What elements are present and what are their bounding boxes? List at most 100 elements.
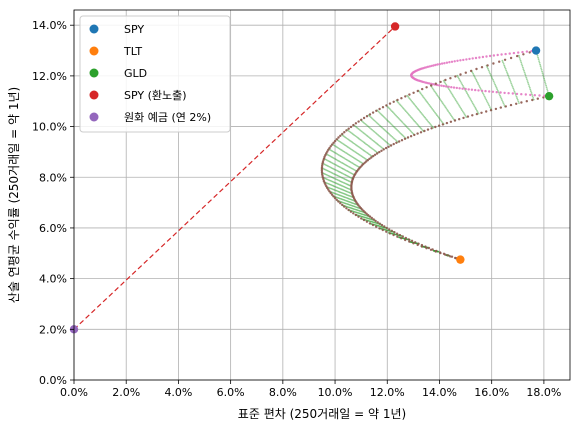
portfolio-point [489,74,492,76]
portfolio-point [377,143,379,146]
portfolio-point [368,217,370,220]
portfolio-point [341,149,343,152]
frontier-point [396,98,399,102]
portfolio-point [355,211,358,214]
legend-marker [89,112,99,122]
portfolio-point [543,79,546,82]
portfolio-point [470,99,473,102]
portfolio-point [327,179,330,181]
portfolio-point [403,123,406,126]
x-tick-label: 2.0% [112,386,140,399]
portfolio-point [344,163,346,166]
portfolio-point [367,144,370,147]
portfolio-point [431,125,434,128]
portfolio-point [342,156,345,159]
frontier-point [450,60,454,63]
frontier-point [321,173,324,176]
portfolio-point [326,169,329,172]
portfolio-point [442,79,445,82]
portfolio-point [542,74,544,76]
portfolio-point [522,68,525,71]
frontier-point [381,228,384,232]
portfolio-point [439,98,441,100]
portfolio-point [400,120,403,123]
frontier-point [512,51,516,55]
frontier-point [349,210,353,213]
portfolio-point [389,230,391,233]
portfolio-point [431,107,433,110]
portfolio-point [363,213,366,216]
portfolio-point [410,99,413,102]
portfolio-point [356,126,358,129]
portfolio-point [400,133,403,136]
legend-marker [89,68,99,78]
frontier-point [373,153,377,156]
frontier-point [466,115,470,118]
frontier-point [522,53,525,56]
portfolio-point [484,97,487,99]
portfolio-point [407,127,409,129]
portfolio-point [350,204,353,207]
portfolio-point [338,140,340,143]
portfolio-point [474,77,477,80]
portfolio-point [362,141,365,144]
portfolio-point [522,66,524,69]
frontier-point [322,179,326,183]
frontier-point [503,58,507,61]
portfolio-point [365,151,368,154]
frontier-point [339,134,342,137]
frontier-point [474,88,477,92]
portfolio-point [337,147,340,149]
frontier-point [408,240,411,243]
portfolio-point [439,119,442,122]
portfolio-point [375,133,378,135]
frontier-point [388,228,391,231]
portfolio-point [415,122,418,124]
portfolio-point [336,174,338,177]
portfolio-point [339,176,342,178]
portfolio-point [468,96,471,99]
frontier-point [474,56,478,60]
portfolio-point [370,138,372,140]
frontier-point [533,94,536,97]
portfolio-point [432,126,435,129]
frontier-point [388,102,392,105]
portfolio-point [459,80,462,83]
portfolio-point [346,197,349,200]
portfolio-point [525,76,528,79]
portfolio-point [503,64,506,67]
frontier-point [471,57,474,60]
portfolio-point [341,185,344,188]
frontier-point [345,129,348,132]
legend: SPY TLT GLD SPY (환노출) 원화 예금 (연 2%) [79,15,231,133]
portfolio-point [362,216,365,219]
frontier-point [517,51,520,54]
portfolio-point [465,90,468,93]
portfolio-point [494,83,496,86]
portfolio-point [371,147,373,150]
portfolio-point [375,121,378,124]
portfolio-point [426,119,429,122]
portfolio-point [372,148,375,151]
frontier-point [365,220,369,223]
portfolio-point [385,229,387,231]
portfolio-point [424,116,427,119]
portfolio-point [379,225,381,228]
portfolio-point [345,174,347,177]
portfolio-point [452,95,455,97]
portfolio-point [332,192,335,194]
frontier-point [430,127,433,130]
portfolio-point [375,222,377,224]
portfolio-point [337,165,339,168]
legend-label: SPY (환노출) [124,89,187,102]
portfolio-point [367,217,370,220]
portfolio-point [381,137,384,140]
portfolio-point [391,124,394,127]
frontier-point [441,123,445,126]
frontier-point [409,135,413,138]
portfolio-point [360,161,362,164]
portfolio-point [379,124,381,127]
portfolio-point [398,236,401,239]
portfolio-point [538,61,541,64]
frontier-point [335,198,338,201]
